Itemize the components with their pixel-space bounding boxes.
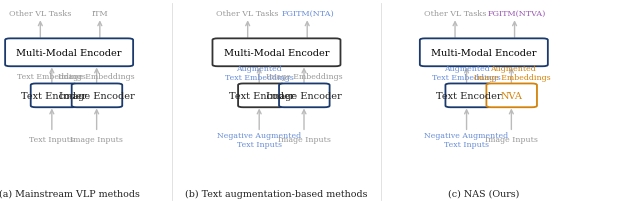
Text: Image Inputs: Image Inputs — [70, 136, 123, 144]
Text: Multi-Modal Encoder: Multi-Modal Encoder — [431, 49, 536, 58]
Text: (a) Mainstream VLP methods: (a) Mainstream VLP methods — [0, 189, 140, 198]
Text: Image Encoder: Image Encoder — [266, 91, 342, 100]
FancyBboxPatch shape — [31, 84, 77, 108]
Text: Augmented
Image Embeddings: Augmented Image Embeddings — [474, 65, 551, 82]
FancyBboxPatch shape — [212, 39, 340, 67]
Text: Multi-Modal Encoder: Multi-Modal Encoder — [17, 49, 122, 58]
Text: Negative Augmented
Text Inputs: Negative Augmented Text Inputs — [217, 131, 301, 148]
FancyBboxPatch shape — [279, 84, 330, 108]
Text: FGITM(NTVA): FGITM(NTVA) — [488, 10, 547, 18]
Text: Image Inputs: Image Inputs — [485, 136, 538, 144]
Text: Augmented
Text Embeddings: Augmented Text Embeddings — [432, 65, 501, 82]
FancyBboxPatch shape — [238, 84, 285, 108]
Text: (b) Text augmentation-based methods: (b) Text augmentation-based methods — [185, 189, 368, 198]
Text: Image Encoder: Image Encoder — [59, 91, 135, 100]
Text: Multi-Modal Encoder: Multi-Modal Encoder — [224, 49, 329, 58]
FancyBboxPatch shape — [486, 84, 537, 108]
FancyBboxPatch shape — [72, 84, 122, 108]
Text: ITM: ITM — [92, 10, 108, 18]
Text: Image Inputs: Image Inputs — [278, 136, 330, 144]
FancyBboxPatch shape — [420, 39, 548, 67]
Text: Text Embeddings: Text Embeddings — [17, 72, 86, 81]
FancyBboxPatch shape — [445, 84, 492, 108]
Text: Augmented
Text Embeddings: Augmented Text Embeddings — [225, 65, 294, 82]
Text: Negative Augmented
Text Inputs: Negative Augmented Text Inputs — [424, 131, 509, 148]
Text: Text Inputs: Text Inputs — [29, 136, 74, 144]
Text: Other VL Tasks: Other VL Tasks — [424, 10, 486, 18]
Text: Text Encoder: Text Encoder — [21, 91, 87, 100]
Text: Text Encoder: Text Encoder — [436, 91, 502, 100]
Text: FGITM(NTA): FGITM(NTA) — [282, 10, 335, 18]
Text: Other VL Tasks: Other VL Tasks — [216, 10, 279, 18]
Text: Image Embeddings: Image Embeddings — [266, 72, 342, 81]
Text: (c) NAS (Ours): (c) NAS (Ours) — [448, 189, 520, 198]
Text: Text Encoder: Text Encoder — [228, 91, 294, 100]
Text: NVA: NVA — [500, 91, 523, 100]
Text: Other VL Tasks: Other VL Tasks — [9, 10, 72, 18]
FancyBboxPatch shape — [5, 39, 133, 67]
Text: Image Embeddings: Image Embeddings — [58, 72, 135, 81]
